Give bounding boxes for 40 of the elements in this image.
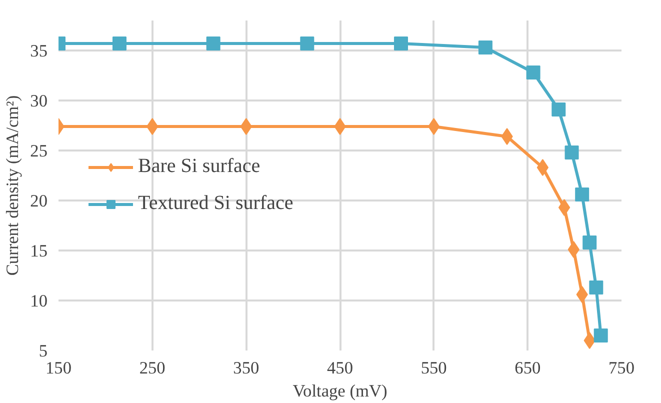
y-tick-label: 5 <box>38 342 48 360</box>
x-tick-label: 450 <box>327 358 354 378</box>
point <box>584 332 596 349</box>
point <box>428 118 440 135</box>
y-tick-label: 35 <box>30 42 48 60</box>
y-axis-title: Current density (mA/cm²) <box>3 95 22 276</box>
point <box>501 128 513 145</box>
point <box>146 118 158 135</box>
point <box>576 286 588 303</box>
legend-label: Bare Si surface <box>138 155 260 178</box>
point <box>564 146 579 160</box>
y-tick-label: 25 <box>30 142 48 160</box>
legend-label: Textured Si surface <box>138 192 294 215</box>
point <box>582 236 597 250</box>
point <box>526 66 540 80</box>
point <box>575 188 590 202</box>
x-tick-label: 750 <box>608 358 635 378</box>
point <box>558 199 570 216</box>
point <box>206 36 220 50</box>
point <box>334 118 346 135</box>
y-tick-label: 15 <box>30 242 48 260</box>
point <box>394 36 408 50</box>
y-tick-label: 10 <box>30 292 48 310</box>
point <box>112 36 126 50</box>
point <box>552 102 566 116</box>
x-axis-title: Voltage (mV) <box>292 382 388 400</box>
x-tick-label: 650 <box>514 358 541 378</box>
y-tick-label: 20 <box>30 192 48 210</box>
point <box>478 40 492 54</box>
point <box>594 328 608 342</box>
x-tick-label: 550 <box>420 358 447 378</box>
point <box>536 159 549 176</box>
x-tick-label: 250 <box>139 358 166 378</box>
point <box>240 118 252 135</box>
point <box>589 280 604 294</box>
x-tick-label: 150 <box>46 358 72 378</box>
point <box>300 36 314 50</box>
x-tick-label: 350 <box>233 358 260 378</box>
y-tick-label: 30 <box>30 92 48 110</box>
point <box>568 241 580 258</box>
